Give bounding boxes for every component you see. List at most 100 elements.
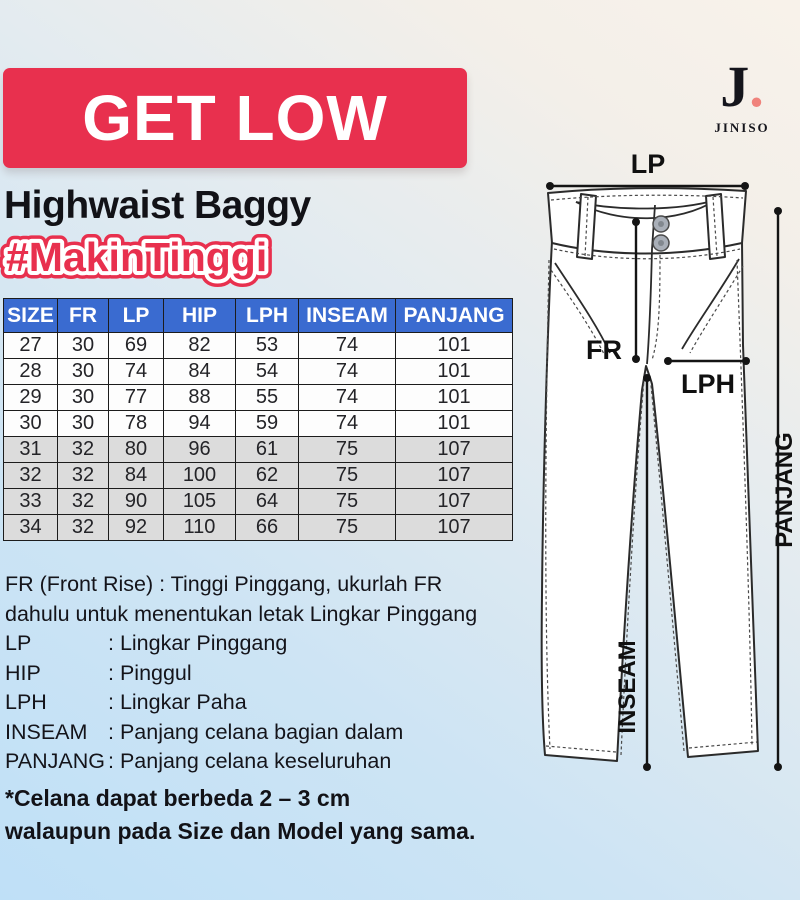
table-cell: 105 (163, 488, 236, 515)
table-cell: 30 (57, 332, 109, 359)
legend-term: PANJANG (5, 749, 105, 773)
table-cell: 96 (163, 436, 236, 463)
legend-item: LPH: Lingkar Paha (5, 688, 530, 718)
table-row: 34 32 92 110 66 75 107 (3, 514, 513, 541)
footnote: *Celana dapat berbeda 2 – 3 cm walaupun … (5, 782, 475, 848)
table-header-cell: PANJANG (395, 298, 513, 333)
table-cell: 84 (163, 358, 236, 385)
table-cell: 107 (395, 436, 513, 463)
hashtag-text: #MakinTinggi (6, 234, 267, 280)
table-cell: 107 (395, 462, 513, 489)
legend-item: HIP : Pinggul (5, 659, 530, 689)
brand-name: JINISO (714, 120, 770, 135)
table-header-cell: LPH (235, 298, 299, 333)
table-cell: 66 (235, 514, 299, 541)
logo-monogram-icon: J. (720, 54, 764, 119)
measurement-legend: FR (Front Rise) : Tinggi Pinggang, ukurl… (5, 570, 530, 777)
table-cell: 32 (57, 514, 109, 541)
pocket-left (554, 262, 611, 354)
table-cell: 29 (3, 384, 58, 411)
table-cell: 75 (298, 436, 396, 463)
legend-items: LP : Lingkar Pinggang HIP : Pinggul LPH: Lin… (5, 629, 530, 777)
table-cell: 69 (108, 332, 164, 359)
table-row: 29 30 77 88 55 74 101 (3, 384, 513, 411)
table-row: 32 32 84 100 62 75 107 (3, 462, 513, 489)
legend-definition: : Pinggul (108, 660, 192, 685)
size-table-body: 27 30 69 82 53 74 101 28 30 74 84 54 74 101 29 30 77 88 55… (3, 332, 513, 541)
table-cell: 32 (57, 436, 109, 463)
table-cell: 78 (108, 410, 164, 437)
table-cell: 74 (108, 358, 164, 385)
table-cell: 107 (395, 514, 513, 541)
legend-term: LP (5, 631, 32, 655)
pocket-right (681, 258, 740, 350)
table-cell: 28 (3, 358, 58, 385)
legend-definition: : Panjang celana bagian dalam (108, 719, 404, 744)
table-cell: 88 (163, 384, 236, 411)
table-header-cell: HIP (163, 298, 236, 333)
table-cell: 75 (298, 514, 396, 541)
table-row: 27 30 69 82 53 74 101 (3, 332, 513, 359)
label-panjang: PANJANG (771, 432, 798, 548)
label-inseam: INSEAM (614, 640, 641, 733)
label-lp: LP (631, 149, 666, 179)
table-cell: 94 (163, 410, 236, 437)
table-row: 30 30 78 94 59 74 101 (3, 410, 513, 437)
table-cell: 30 (57, 358, 109, 385)
table-cell: 84 (108, 462, 164, 489)
footnote-line1: *Celana dapat berbeda 2 – 3 cm (5, 785, 351, 811)
table-cell: 101 (395, 332, 513, 359)
table-cell: 32 (3, 462, 58, 489)
table-row: 33 32 90 105 64 75 107 (3, 488, 513, 515)
table-cell: 64 (235, 488, 299, 515)
table-header-cell: SIZE (3, 298, 58, 333)
legend-intro-line1: FR (Front Rise) : Tinggi Pinggang, ukurl… (5, 572, 443, 596)
legend-term: LPH (5, 690, 47, 714)
table-cell: 90 (108, 488, 164, 515)
table-cell: 77 (108, 384, 164, 411)
table-cell: 74 (298, 332, 396, 359)
legend-term: INSEAM (5, 719, 88, 744)
jeans-diagram: LP FR LPH INSEAM PANJANG (540, 149, 798, 771)
product-subtitle: Highwaist Baggy (4, 184, 311, 227)
table-cell: 32 (57, 488, 109, 515)
table-cell: 34 (3, 514, 58, 541)
table-cell: 30 (57, 410, 109, 437)
fly-seam (646, 204, 656, 365)
legend-intro-line2: dahulu untuk menentukan letak Lingkar Pi… (5, 601, 478, 626)
table-cell: 31 (3, 436, 58, 463)
table-row: 28 30 74 84 54 74 101 (3, 358, 513, 385)
table-cell: 54 (235, 358, 299, 385)
legend-term: HIP (5, 660, 41, 685)
table-cell: 32 (57, 462, 109, 489)
logo-dot: . (749, 54, 764, 119)
table-cell: 80 (108, 436, 164, 463)
table-cell: 107 (395, 488, 513, 515)
table-cell: 30 (3, 410, 58, 437)
hashtag-outline: #MakinTinggi (6, 234, 267, 280)
table-cell: 75 (298, 488, 396, 515)
table-cell: 75 (298, 462, 396, 489)
table-cell: 100 (163, 462, 236, 489)
table-cell: 101 (395, 384, 513, 411)
label-fr: FR (586, 335, 622, 365)
table-header-cell: FR (57, 298, 109, 333)
table-cell: 55 (235, 384, 299, 411)
footnote-line2: walaupun pada Size dan Model yang sama. (5, 818, 476, 844)
table-cell: 82 (163, 332, 236, 359)
table-header-cell: INSEAM (298, 298, 396, 333)
product-title: GET LOW (82, 82, 388, 154)
table-cell: 59 (235, 410, 299, 437)
size-table: SIZE FR LP HIP LPH INSEAM PANJANG 27 30 69 82 53 74… (3, 298, 513, 541)
table-row: 31 32 80 96 61 75 107 (3, 436, 513, 463)
hashtag-sticker: #MakinTinggi #MakinTinggi #MakinTinggi (0, 227, 275, 288)
table-cell: 30 (57, 384, 109, 411)
title-banner: GET LOW (3, 68, 467, 168)
fly-stitch (651, 254, 661, 361)
hashtag-halo: #MakinTinggi (6, 234, 267, 280)
table-cell: 33 (3, 488, 58, 515)
legend-item: LP : Lingkar Pinggang (5, 629, 530, 659)
legend-definition: : Lingkar Pinggang (108, 631, 288, 655)
table-cell: 53 (235, 332, 299, 359)
